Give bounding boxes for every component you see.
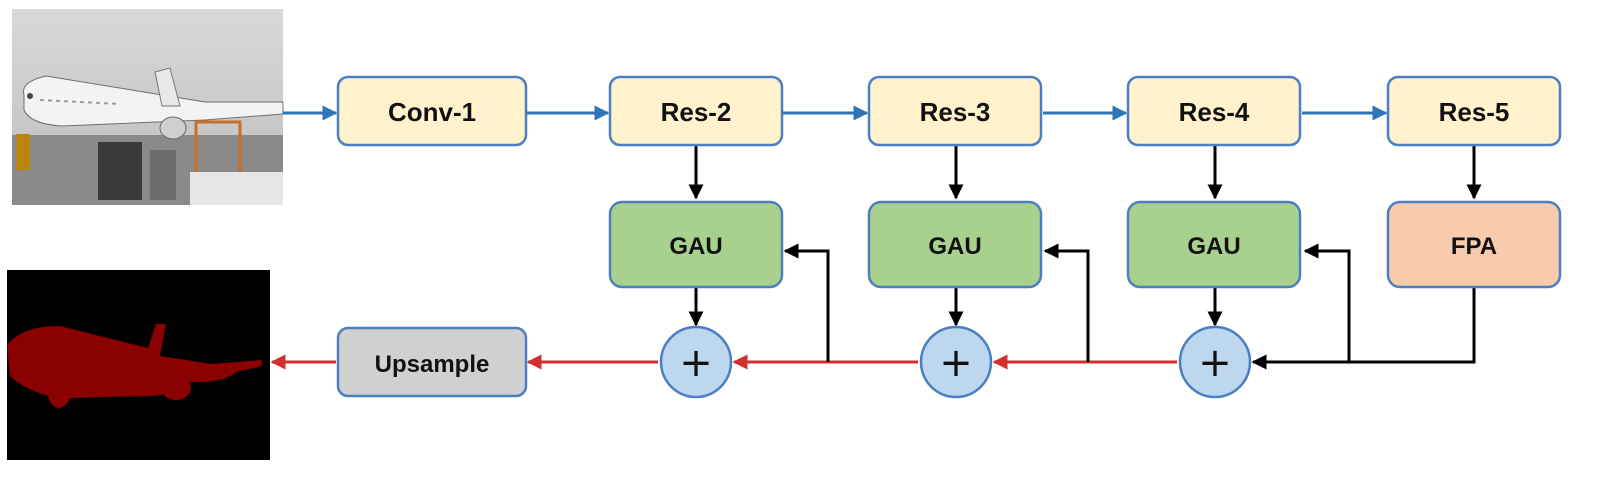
node-gau-2-label: GAU xyxy=(928,233,981,260)
node-conv1: Conv-1 xyxy=(336,75,528,147)
sum-node-3-symbol: + xyxy=(1198,340,1232,386)
input-image xyxy=(12,9,284,205)
node-fpa-label: FPA xyxy=(1451,233,1497,260)
arrow-fpa-to-gau3 xyxy=(1303,243,1351,362)
feature-arrows xyxy=(688,146,1482,327)
fpa-output-path xyxy=(1251,243,1476,370)
node-fpa: FPA xyxy=(1386,200,1562,289)
node-res2: Res-2 xyxy=(608,75,784,147)
node-upsample: Upsample xyxy=(336,326,528,398)
node-gau-2: GAU xyxy=(867,200,1043,289)
sum-node-1-symbol: + xyxy=(679,340,713,386)
node-res4: Res-4 xyxy=(1126,75,1302,147)
node-gau-3: GAU xyxy=(1126,200,1302,289)
arrow-decoder-to-gau1 xyxy=(783,243,830,362)
node-res4-label: Res-4 xyxy=(1179,97,1250,127)
sum-node-2: + xyxy=(919,325,993,399)
node-gau-1: GAU xyxy=(608,200,784,289)
sum-node-1: + xyxy=(659,325,733,399)
node-gau-3-label: GAU xyxy=(1187,233,1240,260)
node-conv1-label: Conv-1 xyxy=(388,97,476,127)
gau-guidance-arrows xyxy=(783,243,1090,362)
node-res5: Res-5 xyxy=(1386,75,1562,147)
node-gau-1-label: GAU xyxy=(669,233,722,260)
node-upsample-label: Upsample xyxy=(375,351,490,378)
node-res3: Res-3 xyxy=(867,75,1043,147)
sum-node-3: + xyxy=(1178,325,1252,399)
arrow-fpa-to-sum xyxy=(1251,288,1476,370)
node-res5-label: Res-5 xyxy=(1439,97,1510,127)
node-res2-label: Res-2 xyxy=(661,97,732,127)
sum-node-2-symbol: + xyxy=(939,340,973,386)
output-mask-image xyxy=(7,270,270,460)
node-res3-label: Res-3 xyxy=(920,97,991,127)
arrow-decoder-to-gau2 xyxy=(1043,243,1090,362)
